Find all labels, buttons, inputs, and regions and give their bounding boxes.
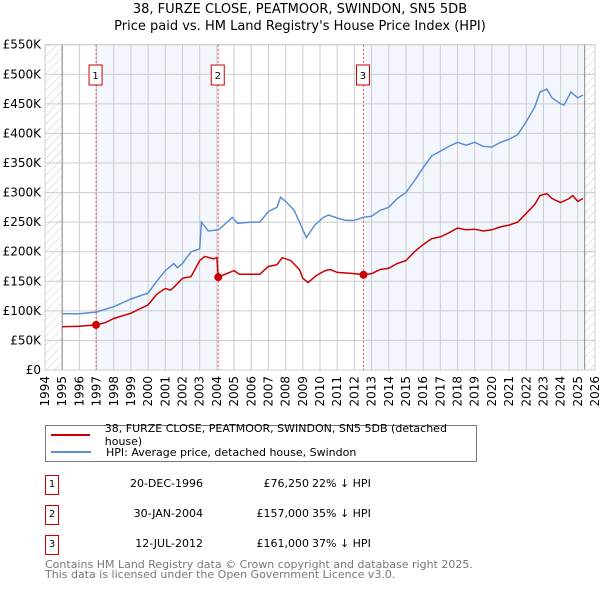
legend-label: HPI: Average price, detached house, Swin…	[106, 445, 357, 459]
x-tick-label: 1994	[38, 376, 52, 407]
hpi-line	[62, 88, 584, 315]
chart-subtitle: Price paid vs. HM Land Registry's House …	[114, 19, 486, 34]
legend-label: 38, FURZE CLOSE, PEATMOOR, SWINDON, SN5 …	[104, 422, 447, 448]
x-tick-label: 2019	[468, 376, 482, 407]
x-tick-label: 2008	[279, 376, 293, 407]
x-tick-label: 1996	[72, 376, 86, 407]
x-tick-label: 2012	[347, 376, 361, 407]
x-tick-label: 1997	[90, 376, 104, 407]
sale-date: 30-JAN-2004	[133, 507, 203, 520]
y-tick-label: £450K	[3, 97, 43, 111]
sale-hpi-diff: 35% ↓ HPI	[312, 507, 371, 520]
x-tick-label: 2009	[296, 376, 310, 407]
x-tick-label: 2001	[158, 376, 172, 407]
plot-frame	[44, 44, 596, 371]
x-tick-label: 2025	[571, 376, 585, 407]
sale-point	[92, 320, 101, 329]
sale-hpi-diff: 22% ↓ HPI	[312, 477, 371, 490]
x-tick-label: 2017	[433, 376, 447, 407]
sale-label: 2	[215, 71, 221, 82]
footer-licence: This data is licensed under the Open Gov…	[45, 568, 396, 581]
y-tick-label: £250K	[3, 215, 43, 229]
y-tick-label: £500K	[3, 67, 43, 81]
price-chart: 1994 1995 1996 1997 1998 1999 2000 2001 2002 2003…	[3, 38, 600, 407]
x-tick-label: 2011	[330, 376, 344, 407]
x-tick-label: 1999	[124, 376, 138, 407]
chart-title: 38, FURZE CLOSE, PEATMOOR, SWINDON, SN5 …	[132, 2, 468, 17]
x-tick-label: 2024	[554, 376, 568, 407]
y-tick-label: £200K	[3, 245, 43, 259]
sale-label: 1	[92, 71, 98, 82]
x-tick-label: 1995	[55, 376, 69, 407]
sale-price: £76,250	[263, 477, 310, 490]
x-tick-label: 2005	[227, 376, 241, 407]
property-price-line	[62, 192, 584, 328]
sale-label-box	[355, 64, 370, 86]
y-tick-label: £100K	[3, 304, 43, 318]
x-tick-label: 2014	[382, 376, 396, 407]
sale-hpi-diff: 37% ↓ HPI	[312, 537, 371, 550]
footer-copyright: Contains HM Land Registry data © Crown c…	[45, 558, 473, 571]
x-tick-label: 2010	[313, 376, 327, 407]
table-row: 2 30-JAN-2004 £157,000 35% ↓ HPI	[45, 505, 545, 525]
x-tick-label: 2003	[193, 376, 207, 407]
x-tick-label: 1998	[107, 376, 121, 407]
blue-line-swatch	[51, 451, 91, 453]
legend-item-property: 38, FURZE CLOSE, PEATMOOR, SWINDON, SN5 …	[51, 422, 476, 448]
y-tick-label: £400K	[3, 126, 43, 140]
y-tick-label: £0	[26, 363, 41, 377]
x-tick-label: 2023	[536, 376, 550, 407]
x-tick-label: 2002	[176, 376, 190, 407]
sale-marker-badge: 1	[45, 475, 59, 495]
sale-point	[359, 270, 368, 279]
sale-label: 3	[360, 71, 366, 82]
y-tick-label: £150K	[3, 274, 43, 288]
x-tick-label: 2013	[365, 376, 379, 407]
x-tick-label: 2026	[588, 376, 600, 407]
x-tick-label: 2006	[244, 376, 258, 407]
x-tick-label: 2016	[416, 376, 430, 407]
red-line-swatch	[51, 434, 90, 436]
sale-marker-badge: 3	[45, 535, 59, 555]
sale-label-box	[88, 64, 103, 86]
sale-point	[214, 273, 223, 282]
no-data-hatch	[584, 44, 595, 370]
y-tick-label: £300K	[3, 186, 43, 200]
x-tick-label: 2015	[399, 376, 413, 407]
sale-label-box	[210, 64, 225, 86]
table-row: 1 20-DEC-1996 £76,250 22% ↓ HPI	[45, 475, 545, 495]
no-data-hatch	[45, 44, 63, 370]
sale-price: £161,000	[256, 537, 310, 550]
legend: 38, FURZE CLOSE, PEATMOOR, SWINDON, SN5 …	[45, 422, 477, 462]
shaded-period	[363, 44, 585, 370]
y-tick-label: £550K	[3, 38, 43, 52]
x-tick-label: 2004	[210, 376, 224, 407]
x-tick-label: 2022	[519, 376, 533, 407]
y-tick-label: £50K	[10, 333, 42, 347]
shaded-period	[96, 44, 219, 370]
sale-date: 12-JUL-2012	[135, 537, 203, 550]
sale-price: £157,000	[256, 507, 310, 520]
sale-date: 20-DEC-1996	[129, 477, 203, 490]
footer: Contains HM Land Registry data © Crown c…	[45, 558, 473, 581]
x-tick-label: 2007	[261, 376, 275, 407]
x-tick-label: 2018	[451, 376, 465, 407]
x-tick-label: 2000	[141, 376, 155, 407]
x-tick-label: 2020	[485, 376, 499, 407]
sale-marker-badge: 2	[45, 505, 59, 525]
y-tick-label: £350K	[3, 156, 43, 170]
x-tick-label: 2021	[502, 376, 516, 407]
legend-item-hpi: HPI: Average price, detached house, Swin…	[51, 444, 356, 460]
table-row: 3 12-JUL-2012 £161,000 37% ↓ HPI	[45, 535, 545, 555]
